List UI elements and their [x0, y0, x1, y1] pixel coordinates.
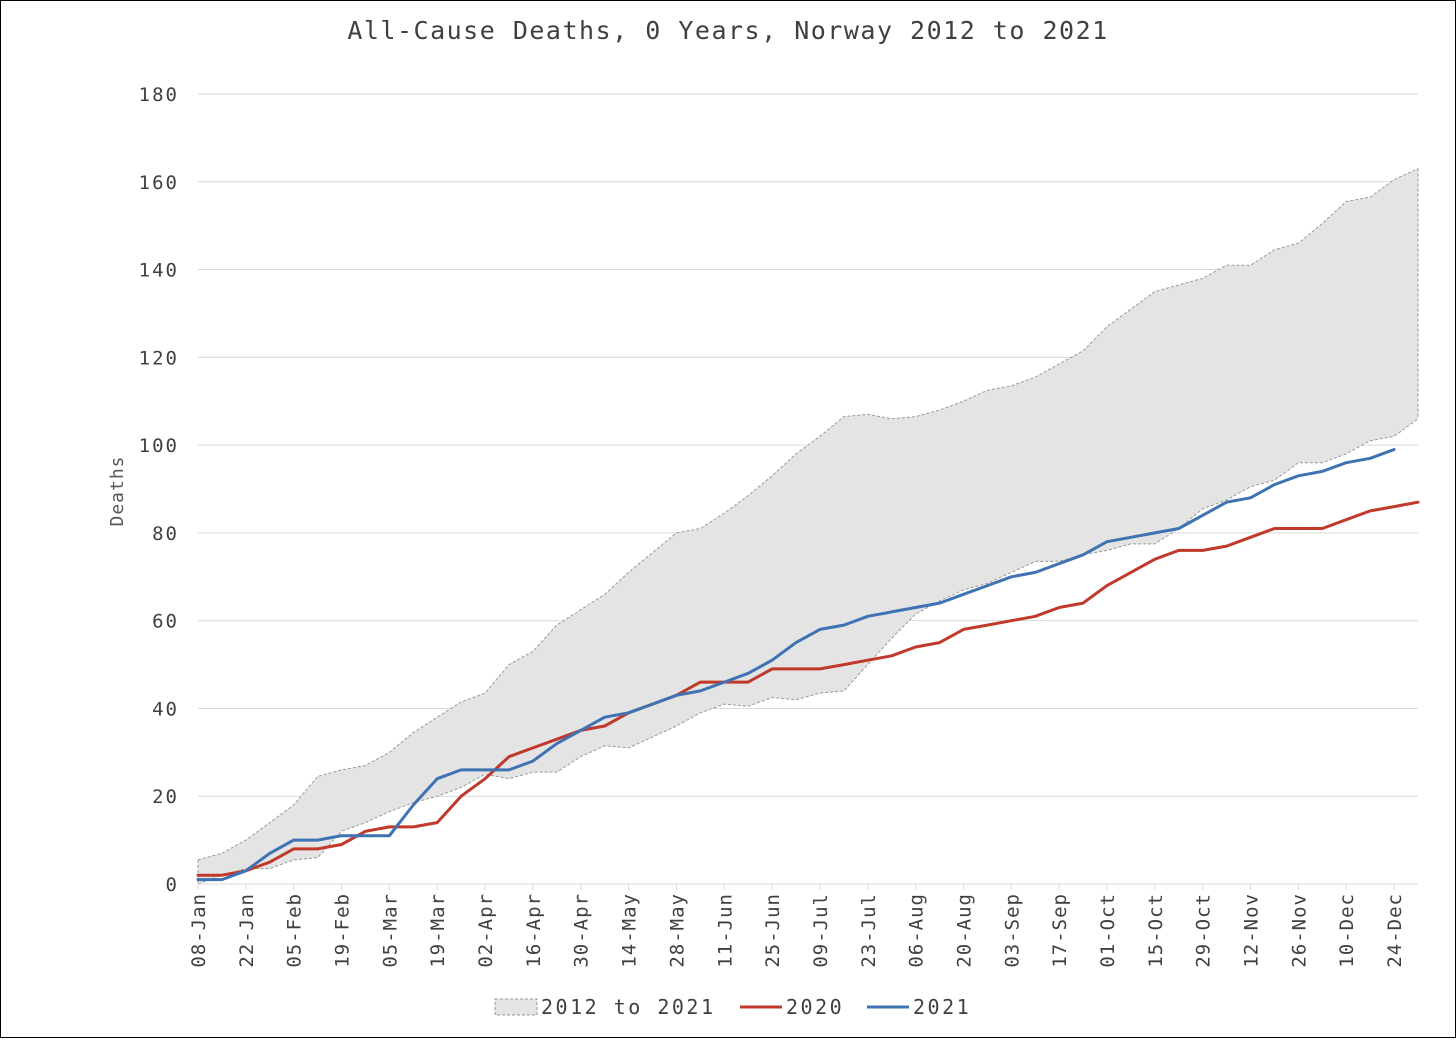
x-tick-label: 23-Jul	[858, 893, 880, 968]
x-tick-label: 28-May	[666, 893, 688, 968]
series-line-2021	[196, 448, 1396, 882]
y-tick-label: 120	[139, 347, 179, 369]
legend: 2012 to 2021 2020 2021	[494, 995, 971, 1019]
y-tick-label: 180	[139, 84, 179, 106]
x-tick-label: 03-Sep	[1001, 893, 1023, 968]
x-tick-label: 24-Dec	[1384, 893, 1406, 968]
legend-swatch-range	[494, 998, 538, 1016]
x-tick-label: 20-Aug	[953, 893, 975, 968]
y-tick-label: 60	[152, 611, 179, 633]
y-tick-label: 20	[152, 786, 179, 808]
x-tick-label: 30-Apr	[571, 893, 593, 968]
y-tick-label: 80	[152, 523, 179, 545]
x-tick-label: 22-Jan	[236, 893, 258, 968]
x-tick-label: 19-Mar	[427, 893, 449, 968]
legend-label-2020: 2020	[786, 995, 844, 1019]
x-tick-label: 26-Nov	[1288, 893, 1310, 968]
legend-label-range: 2012 to 2021	[541, 995, 716, 1019]
series-line-2020	[196, 500, 1420, 877]
x-tick-label: 16-Apr	[523, 893, 545, 968]
plot-area	[196, 168, 1420, 885]
x-tick-label: 14-May	[619, 893, 641, 968]
y-tick-label: 160	[139, 172, 179, 194]
axes: 0 20 40 60 80 100 120 140 160 180 08-Jan 22-Jan 05-F…	[139, 84, 1418, 968]
x-tick-label: 25-Jun	[762, 893, 784, 968]
x-tick-label: 06-Aug	[906, 893, 928, 968]
legend-label-2021: 2021	[913, 995, 971, 1019]
y-tick-label: 0	[166, 874, 179, 896]
x-tick-label: 17-Sep	[1049, 893, 1071, 968]
x-tick-label: 05-Feb	[284, 893, 306, 968]
range-band-2012-2021	[198, 168, 1418, 885]
x-tick-label: 05-Mar	[379, 893, 401, 968]
x-tick-label: 01-Oct	[1097, 893, 1119, 968]
y-axis-label: Deaths	[107, 455, 128, 526]
x-tick-label: 02-Apr	[475, 893, 497, 968]
chart-title: All-Cause Deaths, 0 Years, Norway 2012 t…	[347, 16, 1108, 45]
x-tick-label: 08-Jan	[188, 893, 210, 968]
range-band-upper-edge	[197, 168, 1419, 861]
x-tick-label: 12-Nov	[1241, 893, 1263, 968]
x-tick-label: 15-Oct	[1145, 893, 1167, 968]
x-tick-label: 29-Oct	[1193, 893, 1215, 968]
x-tick-label: 11-Jun	[714, 893, 736, 968]
x-tick-label: 19-Feb	[332, 893, 354, 968]
y-tick-label: 140	[139, 260, 179, 282]
x-tick-label: 09-Jul	[810, 893, 832, 968]
x-tick-label: 10-Dec	[1336, 893, 1358, 968]
y-tick-label: 40	[152, 698, 179, 720]
y-tick-label: 100	[139, 435, 179, 457]
range-band-lower-edge	[197, 418, 1419, 885]
